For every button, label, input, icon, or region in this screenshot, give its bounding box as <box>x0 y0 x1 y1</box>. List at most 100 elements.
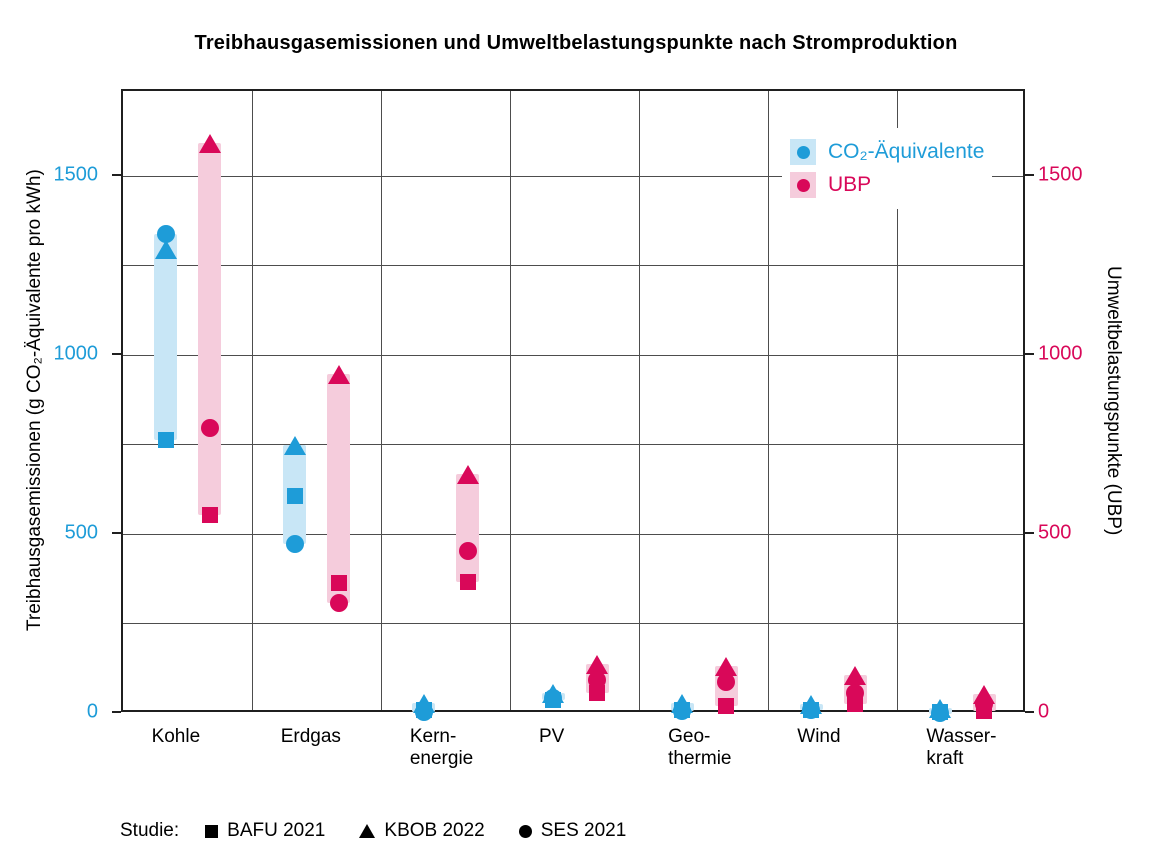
right-tick-label: 1000 <box>1038 342 1083 365</box>
co2-ses-circle-marker <box>285 534 304 553</box>
co2-kbob-triangle-marker <box>154 239 177 259</box>
study-label-kbob: KBOB 2022 <box>384 820 485 841</box>
ubp-bafu-square-marker <box>459 573 476 590</box>
ubp-kbob-triangle-marker <box>715 656 738 676</box>
x-category-label-line: thermie <box>668 748 732 769</box>
left-tick-label: 0 <box>86 700 98 723</box>
x-category-label: Wasser-kraft <box>926 726 996 770</box>
study-item-ses: SES 2021 <box>518 820 627 842</box>
left-axis-title: Treibhausgasemissionen (g CO₂-Äquivalent… <box>24 169 45 632</box>
study-label-ses: SES 2021 <box>540 820 627 841</box>
square-marker-icon <box>205 824 219 838</box>
left-tick <box>112 711 121 713</box>
ubp-bafu-square-marker <box>330 575 347 592</box>
h-gridline <box>123 533 1023 535</box>
legend-row-co2: CO₂-Äquivalente <box>790 139 984 165</box>
left-tick-label: 500 <box>64 521 98 544</box>
ubp-kbob-triangle-marker <box>327 364 350 384</box>
h-gridline <box>123 623 1023 625</box>
legend-label-co2: CO₂-Äquivalente <box>828 140 985 163</box>
right-tick <box>1025 173 1034 176</box>
co2-kbob-triangle-marker <box>283 436 306 456</box>
ubp-ses-circle-marker <box>588 670 606 689</box>
v-gridline <box>639 91 641 710</box>
h-gridline <box>123 175 1023 177</box>
x-category-label: PV <box>539 726 564 748</box>
ubp-kbob-triangle-marker <box>586 654 608 674</box>
x-category-label-line: kraft <box>926 748 964 769</box>
co2-bafu-square-marker <box>157 432 174 449</box>
triangle-marker-icon <box>359 824 376 838</box>
h-gridline <box>123 354 1023 356</box>
v-gridline <box>251 91 253 710</box>
studies-prefix: Studie: <box>120 820 180 841</box>
co2-bafu-square-marker <box>803 701 820 718</box>
x-category-label-line: energie <box>409 748 474 769</box>
co2-swatch <box>790 139 816 165</box>
v-gridline <box>509 91 511 710</box>
co2-ses-circle-marker <box>156 225 175 244</box>
h-gridline <box>123 444 1023 446</box>
v-gridline <box>897 91 899 710</box>
x-category-label-line: Erdgas <box>280 726 341 747</box>
ubp-ses-circle-marker <box>458 542 477 561</box>
study-item-kbob: KBOB 2022 <box>359 820 485 842</box>
study-item-bafu: BAFU 2021 <box>205 820 325 842</box>
ubp-range-bar <box>327 373 351 603</box>
ubp-bafu-square-marker <box>976 703 993 720</box>
v-gridline <box>380 91 382 710</box>
right-axis-title: Umweltbelastungspunkte (UBP) <box>1103 265 1124 536</box>
ubp-kbob-triangle-marker <box>198 133 221 153</box>
co2-bafu-square-marker <box>674 701 691 718</box>
right-tick-label: 0 <box>1038 700 1050 723</box>
left-tick <box>112 352 121 355</box>
x-category-label: Kern-energie <box>410 726 473 770</box>
ubp-range-bar <box>456 474 480 582</box>
ubp-swatch <box>790 172 816 198</box>
co2-bafu-square-marker <box>415 701 432 718</box>
x-category-label-line: Kern- <box>409 726 457 747</box>
legend-row-ubp: UBP <box>790 172 984 198</box>
ubp-kbob-triangle-marker <box>844 665 867 685</box>
left-tick-label: 1500 <box>53 163 99 186</box>
left-tick <box>112 173 121 176</box>
left-tick-label: 1000 <box>53 342 99 365</box>
right-tick-label: 500 <box>1038 521 1072 544</box>
x-category-label: Kohle <box>152 726 201 748</box>
x-category-label-line: Kohle <box>151 726 201 747</box>
right-tick <box>1025 531 1034 534</box>
ubp-bafu-square-marker <box>201 507 218 524</box>
h-gridline <box>123 265 1023 267</box>
ubp-ses-circle-marker <box>717 672 736 691</box>
circle-marker-icon <box>518 824 532 838</box>
x-category-label-line: Wind <box>797 726 841 747</box>
right-tick <box>1025 711 1034 713</box>
studies-legend: Studie: BAFU 2021 KBOB 2022 SES 2021 <box>120 820 660 842</box>
series-legend: CO₂-Äquivalente UBP <box>782 128 993 209</box>
ubp-bafu-square-marker <box>589 684 605 701</box>
x-category-label: Erdgas <box>281 726 341 748</box>
v-gridline <box>768 91 770 710</box>
co2-bafu-square-marker <box>286 487 303 504</box>
left-tick <box>112 531 121 534</box>
ubp-ses-circle-marker <box>329 594 348 612</box>
ubp-bafu-square-marker <box>718 698 735 715</box>
ubp-range-bar <box>198 142 222 516</box>
x-category-label-line: PV <box>539 726 565 747</box>
ubp-dot-icon <box>796 178 810 192</box>
legend-label-ubp: UBP <box>828 173 872 196</box>
right-tick-label: 1500 <box>1038 163 1083 186</box>
chart-title: Treibhausgasemissionen und Umweltbelastu… <box>194 32 958 54</box>
study-label-bafu: BAFU 2021 <box>227 820 326 841</box>
x-category-label: Geo-thermie <box>668 726 731 770</box>
ubp-kbob-triangle-marker <box>456 465 479 485</box>
x-category-label: Wind <box>797 726 840 748</box>
x-category-label-line: Geo- <box>668 726 711 747</box>
co2-bafu-square-marker <box>545 691 561 708</box>
co2-range-bar <box>154 234 178 441</box>
ubp-ses-circle-marker <box>200 418 219 437</box>
co2-bafu-square-marker <box>932 703 949 720</box>
right-tick <box>1025 352 1034 355</box>
x-category-label-line: Wasser- <box>926 726 997 747</box>
co2-dot-icon <box>796 145 810 159</box>
